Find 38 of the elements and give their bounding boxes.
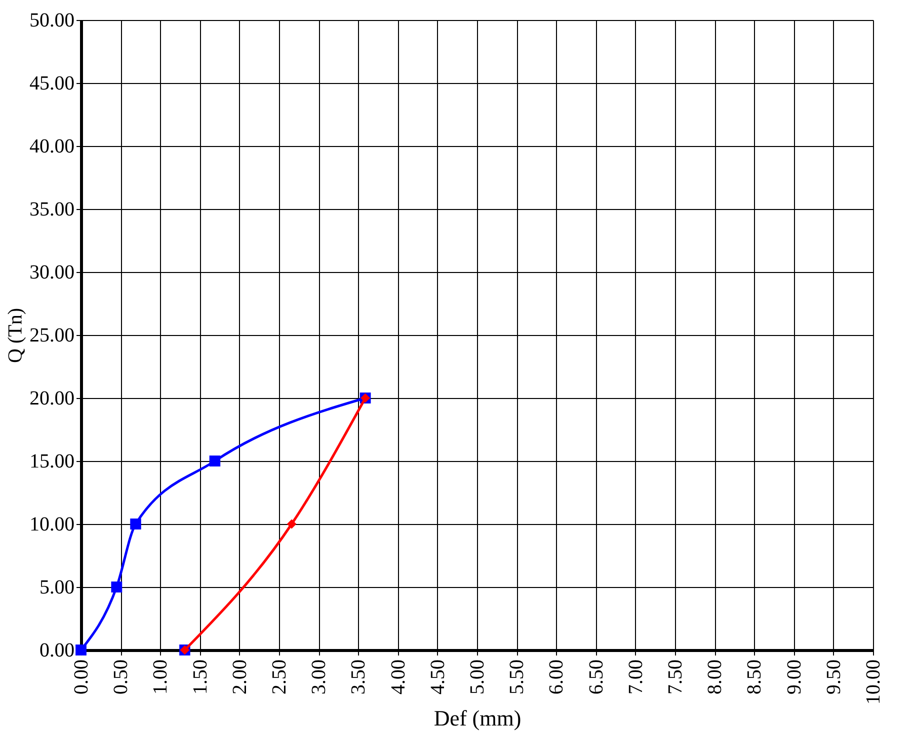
y-tick-label: 10.00	[30, 514, 74, 536]
y-tick-label: 30.00	[30, 262, 74, 284]
point	[286, 519, 296, 529]
x-tick-label: 6.00	[546, 660, 568, 694]
x-axis-title: Def (mm)	[434, 706, 522, 730]
y-tick-label: 15.00	[30, 450, 74, 472]
point	[130, 518, 142, 530]
x-tick-label: 3.00	[308, 660, 330, 694]
y-tick-label: 45.00	[30, 72, 74, 94]
x-tick-label: 8.00	[704, 660, 726, 694]
x-tick-label: 6.50	[585, 660, 608, 694]
x-tick-label: 1.00	[150, 660, 172, 694]
point	[111, 582, 122, 592]
y-tick-label: 5.00	[40, 576, 74, 598]
x-tick-label: 0.50	[110, 660, 132, 694]
x-tick-label: 2.50	[268, 660, 290, 694]
x-tick-label: 7.00	[624, 660, 647, 694]
x-tick-label: 5.00	[466, 660, 488, 694]
y-tick-label: 0.00	[40, 640, 74, 662]
x-tick-label: 1.50	[189, 660, 212, 694]
y-tick-label: 20.00	[30, 388, 74, 410]
y-axis-title: Q (Tn)	[4, 308, 26, 363]
y-tick-label: 35.00	[30, 198, 74, 220]
x-tick-label: 8.50	[744, 660, 766, 694]
x-tick-label: 5.50	[506, 660, 528, 694]
y-tick-label: 50.00	[30, 10, 74, 32]
point	[209, 456, 220, 466]
x-tick-label: 9.50	[822, 660, 845, 694]
y-tick-label: 25.00	[30, 324, 74, 346]
x-tick-label: 10.00	[862, 660, 884, 704]
x-tick-label: 4.50	[426, 660, 449, 694]
x-tick-label: 9.00	[783, 660, 806, 694]
x-tick-label: 7.50	[664, 660, 686, 694]
x-tick-label: 2.00	[228, 660, 251, 694]
y-tick-label: 40.00	[30, 136, 74, 158]
x-tick-label: 4.00	[387, 660, 410, 694]
point	[76, 644, 86, 656]
x-tick-label: 3.50	[348, 660, 370, 694]
